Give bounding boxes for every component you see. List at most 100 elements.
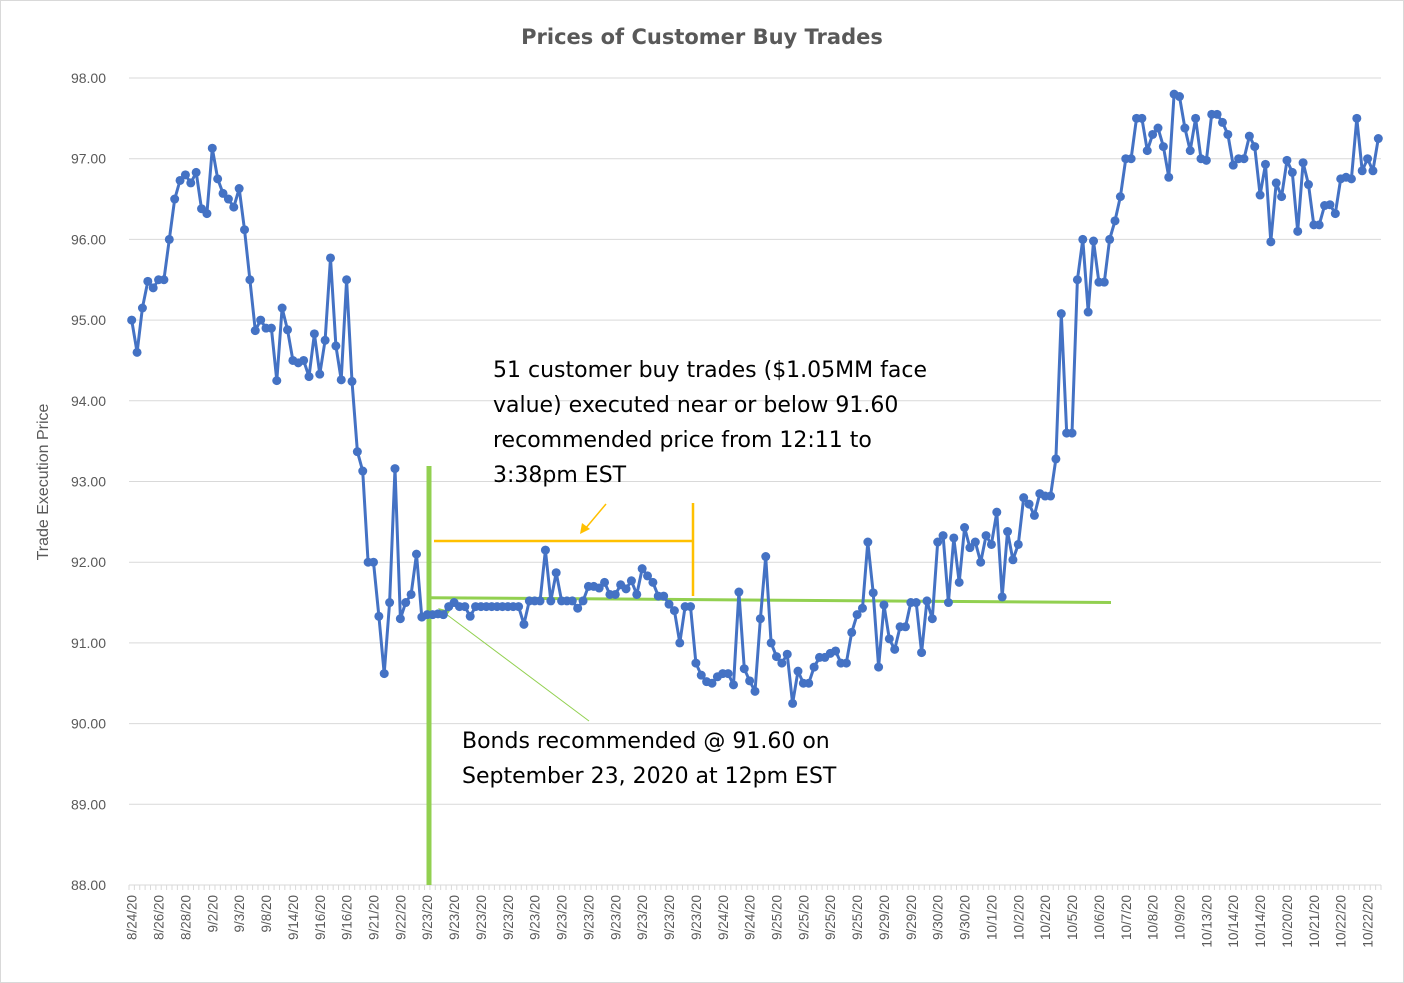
price-point bbox=[1325, 200, 1335, 210]
price-point bbox=[626, 576, 636, 586]
price-point bbox=[567, 596, 577, 606]
x-tick-label: 9/23/20 bbox=[555, 895, 570, 940]
price-point bbox=[841, 658, 851, 668]
price-point bbox=[761, 552, 771, 562]
price-point bbox=[159, 275, 169, 285]
price-point bbox=[600, 577, 610, 587]
price-point bbox=[900, 622, 910, 632]
y-tick-labels: 88.00 89.00 90.00 91.00 92.00 93.00 94.00 95.00… bbox=[71, 70, 106, 893]
price-point bbox=[1223, 129, 1233, 139]
price-point bbox=[143, 276, 153, 286]
price-point bbox=[755, 614, 765, 624]
price-point bbox=[347, 376, 357, 386]
orange-arrow-icon bbox=[580, 523, 590, 534]
price-point bbox=[299, 355, 309, 365]
price-point bbox=[272, 376, 282, 386]
price-point bbox=[1051, 454, 1061, 464]
price-point bbox=[643, 571, 653, 581]
x-tick-label: 9/23/20 bbox=[474, 895, 489, 940]
price-point bbox=[1346, 174, 1356, 184]
price-point bbox=[970, 537, 980, 547]
price-point bbox=[1013, 539, 1023, 549]
price-point bbox=[890, 644, 900, 654]
price-point bbox=[304, 372, 314, 382]
price-point bbox=[1363, 154, 1373, 164]
price-point bbox=[927, 614, 937, 624]
price-point bbox=[707, 678, 717, 688]
price-point bbox=[342, 275, 352, 285]
price-point bbox=[1174, 92, 1184, 102]
price-point bbox=[1330, 209, 1340, 219]
price-point bbox=[390, 464, 400, 474]
price-point bbox=[648, 577, 658, 587]
recommendation-annotation-line: September 23, 2020 at 12pm EST bbox=[462, 764, 837, 789]
price-point bbox=[514, 602, 524, 612]
price-point bbox=[1056, 309, 1066, 319]
y-tick-label: 94.00 bbox=[71, 393, 106, 409]
price-point bbox=[771, 652, 781, 662]
price-point bbox=[1368, 166, 1378, 176]
price-point bbox=[691, 658, 701, 668]
price-point bbox=[1180, 123, 1190, 133]
price-point bbox=[1072, 275, 1082, 285]
price-point bbox=[1019, 493, 1029, 503]
price-point bbox=[277, 303, 287, 313]
price-point bbox=[223, 194, 233, 204]
price-point bbox=[1282, 155, 1292, 165]
price-point bbox=[1110, 216, 1120, 226]
x-tick-label: 9/25/20 bbox=[769, 895, 784, 940]
x-tick-label: 9/25/20 bbox=[850, 895, 865, 940]
price-point bbox=[917, 648, 927, 658]
x-tick-label: 10/21/20 bbox=[1307, 895, 1322, 948]
price-point bbox=[1158, 142, 1168, 152]
x-tick-label: 9/23/20 bbox=[420, 895, 435, 940]
price-point bbox=[874, 662, 884, 672]
y-tick-label: 91.00 bbox=[71, 635, 106, 651]
price-point bbox=[986, 539, 996, 549]
price-point bbox=[723, 669, 733, 679]
price-point bbox=[1303, 180, 1313, 190]
y-tick-label: 93.00 bbox=[71, 474, 106, 490]
y-tick-label: 96.00 bbox=[71, 231, 106, 247]
price-point bbox=[1089, 236, 1099, 246]
price-point bbox=[664, 599, 674, 609]
price-point bbox=[745, 676, 755, 686]
y-tick-label: 88.00 bbox=[71, 877, 106, 893]
price-point bbox=[283, 325, 293, 335]
trades-annotation-line: 51 customer buy trades ($1.05MM face bbox=[493, 358, 927, 383]
price-point bbox=[750, 686, 760, 696]
price-point bbox=[1250, 142, 1260, 152]
price-point bbox=[637, 564, 647, 574]
x-tick-label: 10/14/20 bbox=[1253, 895, 1268, 948]
price-point bbox=[1266, 237, 1276, 247]
price-point bbox=[992, 507, 1002, 517]
price-point bbox=[1153, 123, 1163, 133]
price-point bbox=[659, 591, 669, 601]
price-point bbox=[519, 619, 529, 629]
price-point bbox=[148, 283, 158, 293]
trades-annotation-line: value) executed near or below 91.60 bbox=[493, 393, 899, 418]
price-point bbox=[320, 335, 330, 345]
x-tick-label: 8/28/20 bbox=[178, 895, 193, 940]
price-point bbox=[229, 202, 239, 212]
price-point bbox=[1287, 167, 1297, 177]
price-point bbox=[1277, 192, 1287, 202]
x-tick-label: 10/1/20 bbox=[984, 895, 999, 940]
y-tick-label: 89.00 bbox=[71, 796, 106, 812]
price-point bbox=[632, 589, 642, 599]
price-point bbox=[186, 178, 196, 188]
price-point bbox=[137, 303, 147, 313]
price-point bbox=[960, 522, 970, 532]
price-point bbox=[868, 588, 878, 598]
x-tick-label: 9/29/20 bbox=[904, 895, 919, 940]
price-point bbox=[696, 670, 706, 680]
price-point bbox=[1298, 158, 1308, 168]
price-point bbox=[385, 598, 395, 608]
price-point bbox=[954, 577, 964, 587]
price-point bbox=[352, 447, 362, 457]
x-tick-label: 8/24/20 bbox=[125, 895, 140, 940]
price-point bbox=[358, 466, 368, 476]
x-tick-label: 9/23/20 bbox=[447, 895, 462, 940]
y-axis-title: Trade Execution Price bbox=[35, 403, 52, 560]
price-point bbox=[1212, 109, 1222, 119]
